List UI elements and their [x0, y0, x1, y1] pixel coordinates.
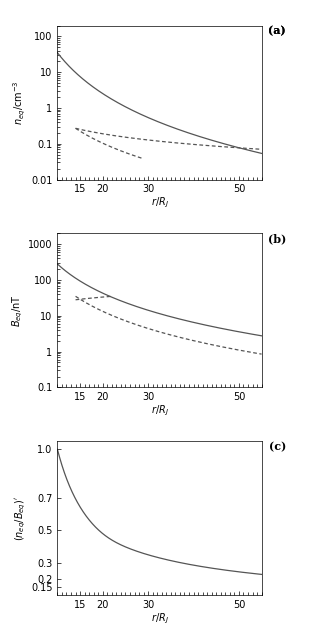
X-axis label: $r/R_J$: $r/R_J$ [151, 611, 168, 626]
X-axis label: $r/R_J$: $r/R_J$ [151, 196, 168, 210]
Y-axis label: $n_{eq}/\mathrm{cm}^{-3}$: $n_{eq}/\mathrm{cm}^{-3}$ [12, 80, 28, 125]
Text: (a): (a) [269, 26, 286, 36]
Text: (a): (a) [269, 26, 286, 36]
Text: (b): (b) [268, 234, 286, 244]
Text: (c): (c) [269, 441, 286, 452]
X-axis label: $r/R_J$: $r/R_J$ [151, 404, 168, 418]
Y-axis label: $(n_{eq}/B_{eq})'$: $(n_{eq}/B_{eq})'$ [14, 495, 28, 541]
Y-axis label: $B_{eq}/\mathrm{nT}$: $B_{eq}/\mathrm{nT}$ [11, 294, 25, 327]
